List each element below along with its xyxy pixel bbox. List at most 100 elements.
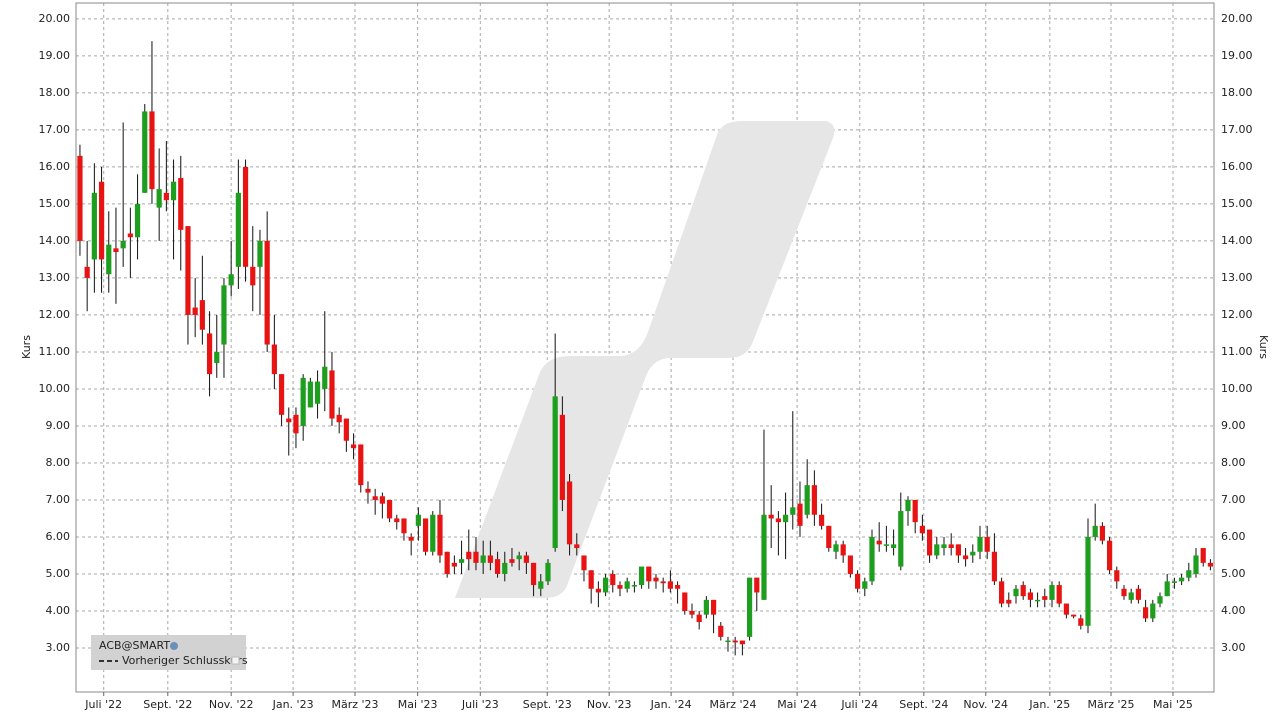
y-tick-label: 6.00 bbox=[46, 530, 71, 543]
x-tick-label: Jan. '23 bbox=[272, 698, 314, 711]
x-tick-label: Juli '22 bbox=[84, 698, 122, 711]
candle-body bbox=[905, 499, 911, 512]
candle-body bbox=[286, 418, 292, 423]
candle-body bbox=[710, 599, 717, 615]
candle-body bbox=[674, 585, 681, 589]
y2-tick-label: 17.00 bbox=[1221, 123, 1253, 136]
candle-body bbox=[984, 536, 990, 552]
y2-tick-label: 13.00 bbox=[1221, 271, 1253, 284]
candle-body bbox=[473, 551, 479, 563]
candle-body bbox=[163, 192, 169, 201]
y2-tick-label: 8.00 bbox=[1221, 456, 1246, 469]
candle-body bbox=[790, 507, 796, 515]
candle-body bbox=[91, 192, 97, 260]
candle-body bbox=[358, 444, 364, 486]
candle-body bbox=[667, 581, 673, 589]
candle-body bbox=[696, 614, 702, 623]
candle-body bbox=[869, 536, 875, 582]
candle-body bbox=[912, 499, 918, 523]
candle-body bbox=[1171, 581, 1177, 583]
candle-body bbox=[1164, 581, 1170, 597]
candle-body bbox=[566, 481, 573, 545]
legend-icon bbox=[170, 642, 178, 650]
candle-body bbox=[458, 559, 465, 563]
candle-body bbox=[545, 562, 551, 582]
candle-body bbox=[84, 266, 90, 278]
candle-body bbox=[646, 566, 652, 582]
y2-tick-label: 3.00 bbox=[1221, 641, 1246, 654]
candle-body bbox=[768, 514, 774, 519]
x-tick-label: Jan. '25 bbox=[1028, 698, 1070, 711]
candle-body bbox=[336, 414, 342, 423]
candle-body bbox=[617, 585, 623, 589]
y-axis-label: Kurs bbox=[20, 335, 33, 359]
candle-body bbox=[703, 599, 709, 615]
candle-body bbox=[682, 592, 688, 611]
candle-body bbox=[847, 555, 853, 574]
candle-body bbox=[818, 514, 825, 526]
legend-label: ACB@SMART bbox=[99, 639, 170, 652]
candle-body bbox=[343, 418, 349, 441]
candle-body bbox=[782, 514, 789, 523]
candle-body bbox=[322, 366, 328, 389]
y2-tick-label: 7.00 bbox=[1221, 493, 1246, 506]
candle-body bbox=[329, 370, 335, 419]
candle-body bbox=[761, 514, 767, 600]
candle-body bbox=[1157, 596, 1163, 604]
candle-body bbox=[502, 562, 508, 574]
candle-body bbox=[386, 499, 393, 519]
watermark-logo bbox=[455, 121, 835, 598]
candles bbox=[77, 41, 1213, 656]
candle-body bbox=[962, 555, 969, 560]
candle-body bbox=[1006, 599, 1012, 604]
candle-body bbox=[934, 544, 940, 556]
candle-body bbox=[970, 551, 976, 556]
x-tick-label: Mai '24 bbox=[777, 698, 817, 711]
candle-body bbox=[494, 559, 501, 574]
y-tick-label: 17.00 bbox=[39, 123, 71, 136]
x-tick-label: März '23 bbox=[331, 698, 378, 711]
candle-body bbox=[883, 544, 889, 546]
candle-body bbox=[977, 536, 983, 552]
candle-body bbox=[610, 573, 616, 586]
legend-checkbox[interactable] bbox=[231, 656, 240, 665]
y-tick-label: 14.00 bbox=[39, 234, 71, 247]
candle-body bbox=[1099, 525, 1105, 541]
candle-body bbox=[775, 518, 781, 523]
candle-body bbox=[653, 577, 659, 582]
candle-body bbox=[624, 581, 630, 589]
candle-body bbox=[1085, 536, 1091, 626]
candle-body bbox=[185, 226, 191, 315]
y2-tick-label: 16.00 bbox=[1221, 160, 1253, 173]
candle-body bbox=[955, 544, 961, 556]
candle-body bbox=[314, 381, 321, 404]
candle-body bbox=[271, 344, 277, 375]
y2-tick-label: 10.00 bbox=[1221, 382, 1253, 395]
candle-body bbox=[876, 540, 882, 545]
y2-axis-label: Kurs bbox=[1257, 335, 1270, 359]
x-tick-label: Nov. '22 bbox=[209, 698, 254, 711]
candle-body bbox=[394, 518, 400, 523]
x-tick-label: Jan. '24 bbox=[650, 698, 692, 711]
candle-body bbox=[451, 562, 457, 567]
candle-body bbox=[214, 351, 220, 364]
x-tick-label: Sept. '22 bbox=[143, 698, 192, 711]
candle-body bbox=[1150, 603, 1156, 619]
candle-body bbox=[725, 640, 731, 643]
candle-body bbox=[926, 529, 933, 556]
candle-body bbox=[890, 544, 897, 549]
candle-body bbox=[228, 274, 234, 286]
candle-body bbox=[581, 555, 587, 571]
candle-body bbox=[523, 555, 529, 563]
candle-body bbox=[430, 514, 436, 552]
candle-body bbox=[919, 525, 925, 534]
candle-body bbox=[530, 562, 537, 586]
x-tick-label: Mai '23 bbox=[398, 698, 438, 711]
candle-body bbox=[365, 488, 371, 493]
candle-body bbox=[1193, 555, 1199, 574]
candle-body bbox=[372, 496, 378, 500]
candle-body bbox=[120, 240, 126, 249]
x-tick-label: Juli '23 bbox=[461, 698, 499, 711]
candle-body bbox=[1042, 596, 1048, 600]
legend-box bbox=[91, 635, 246, 670]
